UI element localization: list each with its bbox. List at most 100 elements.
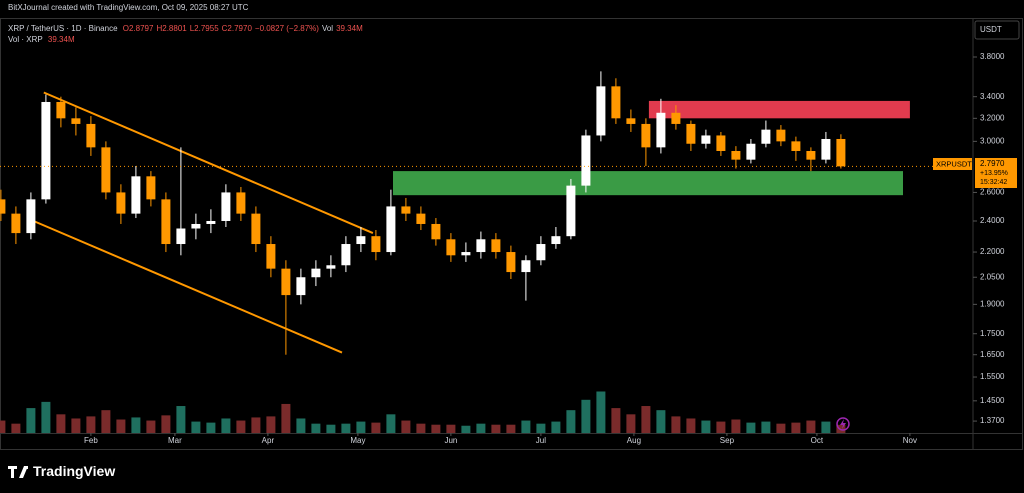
volume-bar	[71, 418, 81, 433]
volume-bar	[281, 403, 291, 433]
candle-body	[41, 101, 51, 200]
y-tick-label: 1.7500	[980, 329, 1005, 338]
volume-bar	[26, 408, 36, 433]
brand-name: TradingView	[33, 463, 115, 479]
volume-title: Vol · XRP	[8, 35, 43, 44]
volume-bar	[0, 420, 6, 433]
volume-bar	[551, 421, 561, 433]
candle-body	[626, 118, 636, 124]
x-tick-label: Aug	[627, 436, 641, 445]
volume-bar	[266, 416, 276, 433]
volume-bar	[581, 399, 591, 433]
y-tick-label: 3.4000	[980, 92, 1005, 101]
volume-bar	[731, 419, 741, 433]
volume-bar	[356, 421, 366, 433]
candle-body	[326, 265, 336, 269]
brand-logo[interactable]: TradingView	[8, 463, 115, 479]
candle-body	[341, 244, 351, 266]
candle-body	[131, 176, 141, 214]
candle-body	[806, 151, 816, 160]
candle-body	[191, 223, 201, 229]
volume-bar	[86, 416, 96, 433]
legend-value: O2.8797	[122, 24, 154, 33]
volume-bar	[11, 423, 21, 433]
candle-body	[116, 192, 126, 214]
volume-bar	[641, 406, 651, 433]
legend-value: C2.7970	[221, 24, 252, 33]
volume-bar	[311, 423, 321, 433]
candle-body	[11, 213, 21, 234]
volume-bar	[236, 420, 246, 433]
candle-body	[266, 244, 276, 269]
x-tick-label: Mar	[168, 436, 182, 445]
candle-body	[206, 220, 216, 224]
y-tick-label: 1.9000	[980, 299, 1005, 308]
volume-bar	[596, 391, 606, 433]
price-tag	[975, 158, 1017, 188]
currency-box[interactable]	[974, 20, 1020, 40]
legend-value: Vol	[321, 24, 334, 33]
trendline	[29, 218, 343, 354]
candle-body	[821, 138, 831, 160]
volume-bar	[56, 414, 66, 433]
volume-bar	[491, 424, 501, 433]
volume-bar	[746, 422, 756, 433]
candle-body	[416, 213, 426, 224]
volume-bar	[386, 414, 396, 433]
legend-value: −0.0827 (−2.87%)	[254, 24, 319, 33]
candle-body	[746, 143, 756, 160]
y-tick-label: 2.6000	[980, 188, 1005, 197]
y-tick-label: 3.0000	[980, 136, 1005, 145]
candle-body	[581, 135, 591, 186]
volume-bar	[446, 424, 456, 433]
candle-body	[401, 206, 411, 214]
candle-body	[26, 199, 36, 234]
volume-bar	[146, 420, 156, 433]
y-tick-label: 1.3700	[980, 416, 1005, 425]
candle-body	[56, 101, 66, 119]
volume-bar	[251, 417, 261, 433]
volume-bar	[371, 422, 381, 433]
candle-body	[446, 239, 456, 256]
credit: BitXJournal created with TradingView.com…	[8, 3, 249, 12]
y-tick-label: 3.8000	[980, 52, 1005, 61]
x-tick-label: Feb	[84, 436, 98, 445]
volume-bar	[611, 408, 621, 433]
volume-bar	[536, 423, 546, 433]
volume-bar	[176, 406, 186, 433]
volume-bar	[416, 423, 426, 433]
volume-bar	[131, 417, 141, 433]
volume-bar	[116, 419, 126, 433]
volume-bar	[206, 422, 216, 433]
candle-body	[611, 86, 621, 119]
candle-body	[146, 176, 156, 200]
candle-body	[761, 129, 771, 144]
volume-bar	[566, 410, 576, 433]
volume-bar	[476, 423, 486, 433]
candle-body	[536, 244, 546, 261]
legend: XRP / TetherUS · 1D · Binance O2.8797 H2.…	[8, 24, 366, 33]
x-tick-label: Nov	[903, 436, 917, 445]
brand-mark	[8, 466, 28, 478]
candle-body	[371, 236, 381, 253]
candle-body	[566, 185, 576, 237]
events-icon[interactable]	[836, 417, 850, 431]
volume-bar	[701, 420, 711, 433]
volume-bar	[41, 401, 51, 433]
y-tick-label: 3.2000	[980, 113, 1005, 122]
volume-bar	[431, 424, 441, 433]
candle-body	[716, 135, 726, 152]
candle-body	[356, 236, 366, 245]
volume-bar	[656, 410, 666, 433]
price-tag-change: +13.95%	[980, 170, 1008, 177]
volume-bar	[101, 410, 111, 433]
candle-body	[296, 277, 306, 296]
candle-body	[506, 252, 516, 273]
volume-bar	[761, 421, 771, 433]
volume-bar	[161, 415, 171, 433]
candle-body	[431, 223, 441, 240]
candle-body	[176, 228, 186, 245]
y-tick-label: 1.6500	[980, 350, 1005, 359]
x-tick-label: Sep	[720, 436, 735, 445]
